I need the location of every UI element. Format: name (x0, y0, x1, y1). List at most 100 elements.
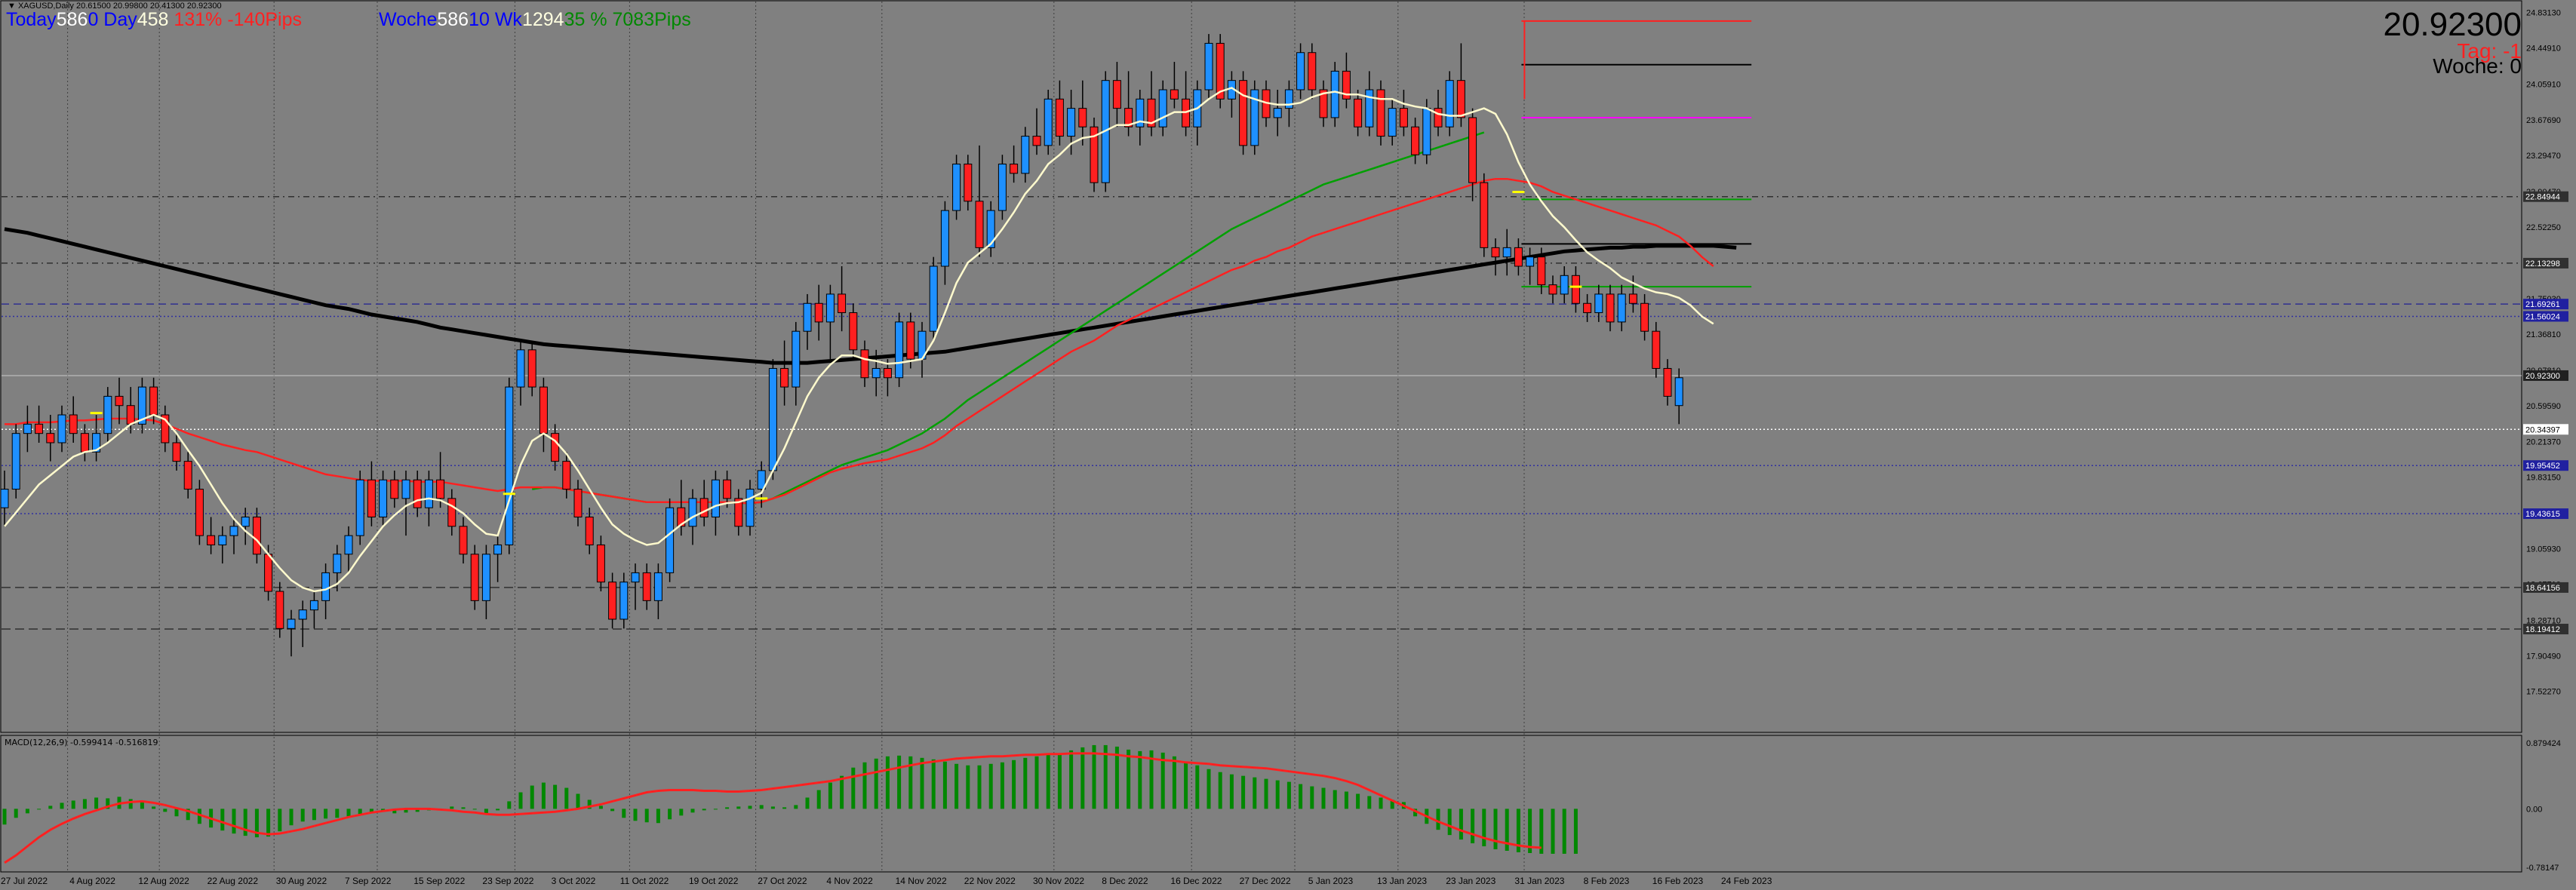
level-price-box (2523, 508, 2568, 520)
ema-green-line (531, 131, 1485, 505)
price-tick-label: 17.52270 (2526, 688, 2561, 697)
candle-body (1239, 80, 1248, 146)
macd-histogram-bar (392, 809, 397, 814)
candle-body (137, 386, 146, 425)
date-tick-label: 13 Jan 2023 (1377, 876, 1427, 886)
candle-body (1021, 136, 1030, 174)
level-price-box (2523, 311, 2568, 322)
level-price-box (2523, 257, 2568, 269)
macd-histogram-bar (1459, 809, 1463, 840)
macd-histogram-bar (1253, 777, 1257, 809)
macd-histogram-bar (496, 809, 500, 811)
macd-panel-frame (0, 735, 2522, 873)
candle-body (321, 572, 330, 601)
week-stats: Woche58610 Wk129435 % 7083Pips (379, 9, 691, 31)
candle-body (1617, 293, 1626, 323)
date-tick-label: 30 Nov 2022 (1033, 876, 1084, 886)
candle-body (218, 535, 227, 545)
candle-body (1365, 89, 1374, 127)
candle-body (1548, 284, 1557, 295)
candle-body (998, 164, 1007, 211)
candle-body (92, 433, 101, 453)
today-value-1: 586 (56, 9, 88, 30)
price-tick-label: 20.59590 (2526, 402, 2561, 411)
date-tick-label: 23 Jan 2023 (1446, 876, 1495, 886)
candle-body (516, 349, 525, 388)
candle-body (619, 582, 629, 620)
today-label: Today (6, 9, 57, 30)
macd-histogram-bar (243, 809, 247, 836)
candle-body (745, 489, 755, 527)
candle-body (103, 395, 112, 434)
level-price-text: 18.64156 (2525, 584, 2560, 593)
price-tick-label: 24.05910 (2526, 81, 2561, 90)
candle-body (481, 554, 490, 601)
today-stats: Today5860 Day458 131% -140Pips (6, 9, 302, 31)
macd-histogram-bar (1493, 809, 1498, 850)
candle-body (1354, 98, 1363, 127)
candle-body (1296, 52, 1305, 91)
macd-histogram-bar (794, 805, 798, 809)
candle-body (871, 367, 881, 379)
macd-histogram-bar (1436, 809, 1440, 830)
macd-histogram-bar (530, 785, 534, 809)
macd-histogram-bar (874, 758, 878, 809)
candle-body (768, 367, 777, 471)
candle-body (195, 489, 204, 536)
week-label: Woche (379, 9, 438, 30)
candle-body (424, 479, 433, 508)
candle-body (964, 164, 973, 202)
macd-histogram-bar (1127, 749, 1131, 809)
candle-body (1284, 89, 1293, 109)
candle-body (849, 312, 858, 351)
candle-body (642, 572, 651, 601)
candle-body (734, 498, 743, 527)
candle-body (183, 461, 192, 490)
price-tick-label: 17.90490 (2526, 652, 2561, 661)
candle-body (333, 554, 342, 573)
macd-histogram-bar (851, 767, 856, 809)
candle-body (1319, 89, 1328, 118)
macd-histogram-bar (1333, 790, 1337, 809)
macd-histogram-bar (1299, 784, 1303, 809)
date-tick-label: 3 Oct 2022 (552, 876, 596, 886)
macd-histogram-bar (1379, 797, 1383, 809)
macd-histogram-bar (1023, 757, 1028, 809)
level-price-text: 20.92300 (2525, 372, 2560, 381)
macd-histogram-bar (668, 809, 672, 820)
macd-histogram-bar (140, 802, 144, 809)
date-tick-label: 12 Aug 2022 (138, 876, 189, 886)
date-tick-label: 4 Nov 2022 (826, 876, 873, 886)
macd-histogram-bar (1356, 793, 1360, 809)
candle-body (1514, 247, 1523, 267)
candle-body (1330, 70, 1339, 118)
macd-histogram-bar (1516, 809, 1520, 852)
date-tick-label: 4 Aug 2022 (69, 876, 115, 886)
macd-histogram-bar (1218, 772, 1222, 809)
price-tick-label: 19.05930 (2526, 545, 2561, 554)
woche-counter: Woche: 0 (2433, 54, 2522, 78)
week-wk: 10 Wk (469, 9, 522, 30)
date-tick-label: 19 Oct 2022 (689, 876, 739, 886)
candle-body (241, 517, 250, 527)
candle-body (814, 302, 823, 323)
candle-body (367, 479, 376, 518)
candle-body (860, 349, 869, 379)
macd-histogram-bar (644, 809, 649, 823)
macd-histogram-bar (71, 800, 75, 809)
level-price-text: 21.56024 (2525, 312, 2560, 321)
candle-body (1273, 108, 1282, 118)
price-tick-label: 23.29470 (2526, 152, 2561, 161)
candle-body (699, 498, 709, 518)
candle-body (838, 293, 847, 314)
candle-body (940, 210, 949, 267)
candle-body (1526, 256, 1535, 267)
candle-body (23, 423, 32, 434)
macd-histogram-bar (1149, 750, 1154, 809)
macd-histogram-bar (278, 809, 282, 832)
date-tick-label: 14 Nov 2022 (896, 876, 947, 886)
date-tick-label: 22 Nov 2022 (964, 876, 1016, 886)
candle-body (1434, 108, 1443, 127)
candle-body (1560, 275, 1569, 295)
